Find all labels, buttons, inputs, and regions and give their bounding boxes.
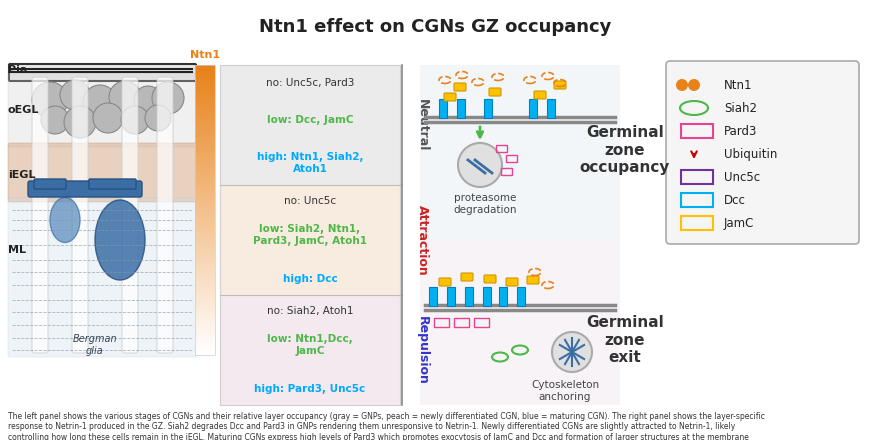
FancyBboxPatch shape bbox=[8, 143, 196, 202]
Text: Ntn1: Ntn1 bbox=[189, 50, 220, 60]
Circle shape bbox=[145, 105, 171, 131]
FancyBboxPatch shape bbox=[156, 77, 173, 353]
Text: Germinal
zone
exit: Germinal zone exit bbox=[586, 315, 663, 365]
Text: Repulsion: Repulsion bbox=[415, 315, 428, 385]
Text: Ubiquitin: Ubiquitin bbox=[723, 147, 777, 161]
Text: low: Siah2, Ntn1,
Pard3, JamC, Atoh1: low: Siah2, Ntn1, Pard3, JamC, Atoh1 bbox=[253, 224, 367, 246]
FancyBboxPatch shape bbox=[483, 275, 495, 283]
FancyBboxPatch shape bbox=[439, 278, 450, 286]
Circle shape bbox=[41, 106, 69, 134]
FancyBboxPatch shape bbox=[534, 91, 546, 99]
Text: low: Dcc, JamC: low: Dcc, JamC bbox=[267, 115, 353, 125]
FancyBboxPatch shape bbox=[443, 93, 455, 101]
FancyBboxPatch shape bbox=[499, 286, 507, 305]
Text: The left panel shows the various stages of CGNs and their relative layer occupan: The left panel shows the various stages … bbox=[8, 412, 764, 440]
Text: iEGL: iEGL bbox=[8, 170, 36, 180]
Text: no: Unc5c: no: Unc5c bbox=[283, 196, 335, 206]
Circle shape bbox=[134, 86, 162, 114]
Text: Pard3: Pard3 bbox=[723, 125, 757, 137]
Text: Ntn1: Ntn1 bbox=[723, 78, 752, 92]
FancyBboxPatch shape bbox=[517, 286, 525, 305]
FancyBboxPatch shape bbox=[439, 99, 447, 117]
Circle shape bbox=[109, 81, 141, 113]
Text: high: Ntn1, Siah2,
Atoh1: high: Ntn1, Siah2, Atoh1 bbox=[256, 152, 363, 174]
Circle shape bbox=[121, 106, 149, 134]
Text: ML: ML bbox=[8, 245, 26, 255]
FancyBboxPatch shape bbox=[9, 64, 196, 81]
Text: Dcc: Dcc bbox=[723, 194, 745, 206]
Text: Unc5c: Unc5c bbox=[723, 171, 760, 183]
Text: Neutral: Neutral bbox=[415, 99, 428, 151]
FancyBboxPatch shape bbox=[457, 99, 465, 117]
Circle shape bbox=[675, 79, 687, 91]
Circle shape bbox=[551, 332, 591, 372]
Ellipse shape bbox=[95, 200, 145, 280]
Bar bbox=[195, 65, 215, 355]
Circle shape bbox=[93, 103, 123, 133]
Text: high: Dcc: high: Dcc bbox=[282, 274, 337, 284]
FancyBboxPatch shape bbox=[122, 77, 138, 353]
FancyBboxPatch shape bbox=[34, 179, 66, 189]
FancyBboxPatch shape bbox=[465, 286, 473, 305]
Circle shape bbox=[457, 143, 501, 187]
FancyBboxPatch shape bbox=[220, 65, 400, 185]
FancyBboxPatch shape bbox=[8, 198, 196, 357]
FancyBboxPatch shape bbox=[420, 65, 620, 240]
Text: Pia: Pia bbox=[8, 65, 27, 75]
FancyBboxPatch shape bbox=[506, 278, 517, 286]
FancyBboxPatch shape bbox=[220, 185, 400, 295]
Circle shape bbox=[152, 82, 183, 114]
FancyBboxPatch shape bbox=[461, 273, 473, 281]
Circle shape bbox=[687, 79, 700, 91]
FancyBboxPatch shape bbox=[72, 77, 88, 353]
Circle shape bbox=[60, 80, 90, 110]
Text: Cytoskeleton
anchoring: Cytoskeleton anchoring bbox=[530, 380, 599, 402]
FancyBboxPatch shape bbox=[666, 61, 858, 244]
Text: no: Unc5c, Pard3: no: Unc5c, Pard3 bbox=[266, 78, 354, 88]
FancyBboxPatch shape bbox=[529, 99, 537, 117]
FancyBboxPatch shape bbox=[32, 77, 48, 353]
FancyBboxPatch shape bbox=[89, 179, 136, 189]
FancyBboxPatch shape bbox=[488, 88, 501, 96]
Text: Ntn1 effect on CGNs GZ occupancy: Ntn1 effect on CGNs GZ occupancy bbox=[258, 18, 611, 36]
FancyBboxPatch shape bbox=[420, 240, 620, 405]
Text: proteasome
degradation: proteasome degradation bbox=[453, 193, 516, 215]
FancyBboxPatch shape bbox=[483, 286, 491, 305]
FancyBboxPatch shape bbox=[429, 286, 437, 305]
Text: low: Ntn1,Dcc,
JamC: low: Ntn1,Dcc, JamC bbox=[267, 334, 353, 356]
FancyBboxPatch shape bbox=[447, 286, 455, 305]
Circle shape bbox=[83, 85, 116, 119]
FancyBboxPatch shape bbox=[547, 99, 555, 117]
Text: high: Pard3, Unc5c: high: Pard3, Unc5c bbox=[254, 384, 365, 394]
FancyBboxPatch shape bbox=[220, 295, 400, 405]
FancyBboxPatch shape bbox=[28, 181, 142, 197]
FancyBboxPatch shape bbox=[554, 81, 566, 89]
Text: oEGL: oEGL bbox=[8, 105, 39, 115]
Text: Germinal
zone
occupancy: Germinal zone occupancy bbox=[579, 125, 669, 175]
FancyBboxPatch shape bbox=[8, 73, 196, 147]
Text: JamC: JamC bbox=[723, 216, 753, 230]
FancyBboxPatch shape bbox=[454, 83, 466, 91]
Text: no: Siah2, Atoh1: no: Siah2, Atoh1 bbox=[267, 306, 353, 316]
FancyBboxPatch shape bbox=[527, 276, 539, 284]
Circle shape bbox=[32, 82, 68, 118]
Ellipse shape bbox=[50, 198, 80, 242]
Text: Attraction: Attraction bbox=[415, 205, 428, 275]
FancyBboxPatch shape bbox=[484, 99, 492, 117]
Circle shape bbox=[64, 106, 96, 138]
Text: Siah2: Siah2 bbox=[723, 102, 756, 114]
Text: Bergman
glia: Bergman glia bbox=[73, 334, 117, 356]
